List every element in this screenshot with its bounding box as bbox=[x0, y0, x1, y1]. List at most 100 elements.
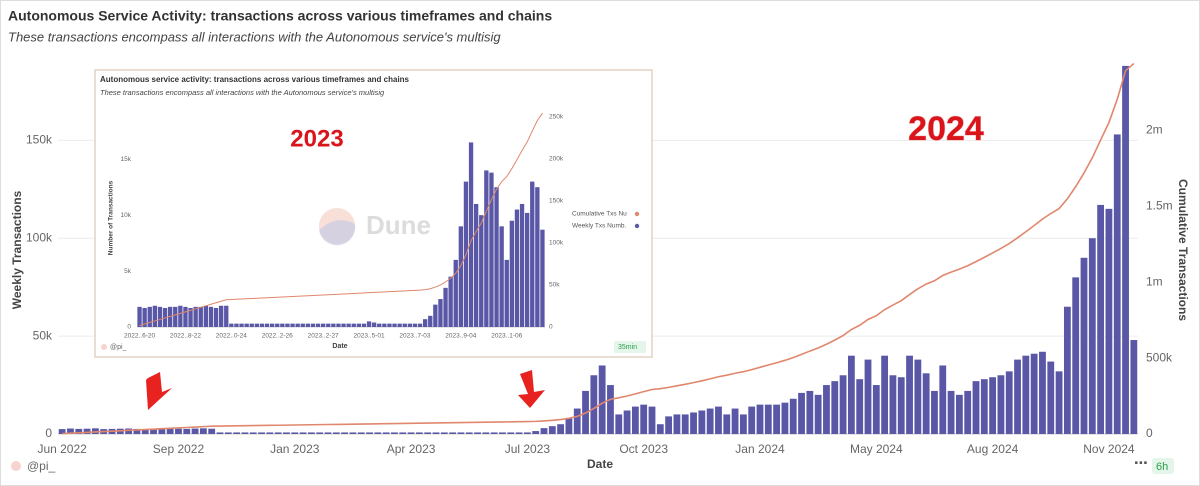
y2-tick-label: 500k bbox=[1146, 350, 1173, 364]
more-menu[interactable]: ⋯ bbox=[1134, 455, 1148, 471]
bar bbox=[806, 390, 814, 434]
bar bbox=[249, 432, 257, 434]
bar bbox=[881, 355, 889, 434]
avatar bbox=[11, 461, 21, 471]
bar bbox=[482, 432, 490, 434]
bar bbox=[980, 379, 988, 434]
bar bbox=[432, 432, 440, 434]
bar bbox=[565, 418, 573, 434]
attribution: @pi_ bbox=[27, 459, 56, 473]
bar bbox=[681, 414, 689, 434]
watermark: Dune bbox=[366, 210, 431, 240]
bar bbox=[407, 323, 413, 327]
bar bbox=[193, 306, 198, 327]
y2-tick-label: 50k bbox=[549, 282, 560, 289]
bar bbox=[315, 323, 321, 327]
bar bbox=[150, 428, 157, 434]
x-tick-label: 2023..2-27 bbox=[308, 333, 339, 340]
bar bbox=[254, 323, 260, 327]
y2-tick-label: 2m bbox=[1146, 122, 1163, 136]
bar bbox=[715, 406, 722, 434]
bar bbox=[764, 404, 772, 434]
bar bbox=[532, 431, 540, 434]
bar bbox=[351, 323, 356, 327]
bar bbox=[422, 319, 428, 327]
bar bbox=[847, 355, 855, 434]
x-tick-label: 2022..0-24 bbox=[216, 333, 247, 340]
x-tick-label: Oct 2023 bbox=[619, 442, 668, 456]
x-tick-label: 2023..7-03 bbox=[399, 333, 430, 340]
bar bbox=[1005, 371, 1013, 434]
bar bbox=[997, 375, 1005, 434]
bar bbox=[573, 408, 581, 434]
x-tick-label: 2023..1-06 bbox=[491, 333, 522, 340]
bar bbox=[540, 229, 545, 327]
bar bbox=[258, 432, 265, 434]
x-tick-label: Sep 2022 bbox=[153, 442, 205, 456]
y2-tick-label: 1m bbox=[1146, 274, 1163, 288]
bar bbox=[484, 170, 489, 327]
bar bbox=[336, 323, 341, 327]
bar bbox=[449, 432, 457, 434]
bar bbox=[310, 323, 316, 327]
bar bbox=[519, 203, 525, 327]
bar bbox=[1055, 371, 1063, 434]
bar bbox=[183, 428, 191, 434]
bar bbox=[428, 315, 433, 327]
bar bbox=[474, 432, 481, 434]
bar bbox=[798, 392, 805, 434]
bar bbox=[507, 432, 515, 434]
bar bbox=[374, 432, 382, 434]
bar bbox=[125, 428, 133, 434]
bar bbox=[557, 424, 565, 434]
bar bbox=[371, 322, 377, 327]
bar bbox=[590, 375, 598, 434]
bar bbox=[499, 226, 504, 327]
bar bbox=[781, 402, 789, 434]
bar bbox=[823, 385, 830, 434]
bar bbox=[872, 385, 880, 434]
bar bbox=[397, 323, 402, 327]
x-tick-label: Aug 2024 bbox=[967, 442, 1019, 456]
bar bbox=[548, 426, 556, 434]
bar bbox=[283, 432, 290, 434]
bar bbox=[739, 414, 747, 434]
bar bbox=[631, 406, 639, 434]
bar bbox=[914, 359, 922, 434]
bar bbox=[514, 209, 520, 327]
bar bbox=[275, 323, 280, 327]
y2-tick-label: 100k bbox=[549, 240, 564, 247]
bar bbox=[203, 305, 209, 327]
bar bbox=[218, 305, 224, 327]
y2-tick-label: 250k bbox=[549, 113, 564, 120]
bar bbox=[191, 428, 199, 434]
inset-subtitle: These transactions encompass all interac… bbox=[100, 88, 385, 97]
x-tick-label: 2022..8-22 bbox=[170, 333, 201, 340]
bar bbox=[188, 307, 193, 327]
bar bbox=[349, 432, 357, 434]
bar bbox=[300, 323, 305, 327]
arrow bbox=[518, 370, 545, 408]
bar bbox=[175, 428, 182, 434]
bar bbox=[731, 408, 739, 434]
bar bbox=[504, 259, 509, 327]
bar bbox=[448, 276, 453, 327]
bar bbox=[458, 226, 464, 327]
bar bbox=[391, 432, 398, 434]
bar bbox=[259, 323, 265, 327]
y2-tick-label: 0 bbox=[1146, 426, 1153, 440]
bar bbox=[377, 323, 382, 327]
bar bbox=[931, 390, 938, 434]
y2-axis-title: Cumulative Transactions bbox=[1176, 179, 1190, 321]
bar bbox=[178, 305, 183, 327]
bar bbox=[341, 432, 349, 434]
bar bbox=[665, 416, 673, 434]
bar bbox=[229, 323, 234, 327]
bar bbox=[748, 406, 756, 434]
bar bbox=[473, 203, 479, 327]
annotation: 2023 bbox=[290, 125, 343, 152]
bar bbox=[324, 432, 332, 434]
bar bbox=[494, 187, 499, 327]
bar bbox=[326, 323, 331, 327]
